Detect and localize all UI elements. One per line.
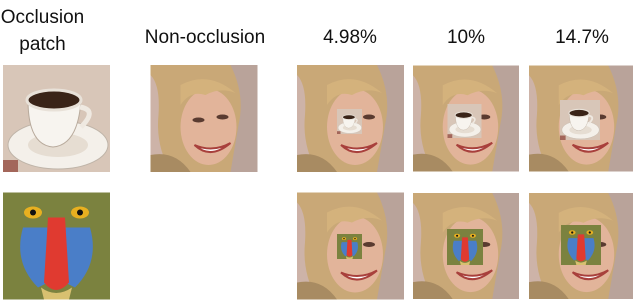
column-header: Non-occlusion: [125, 24, 285, 51]
column-header: Occlusion patch: [0, 4, 90, 58]
column-header: 14.7%: [532, 24, 632, 51]
column-header: 4.98%: [300, 24, 400, 51]
figure: Occlusion patch Non-occlusion 4.98% 10% …: [0, 0, 633, 303]
column-header: 10%: [416, 24, 516, 51]
